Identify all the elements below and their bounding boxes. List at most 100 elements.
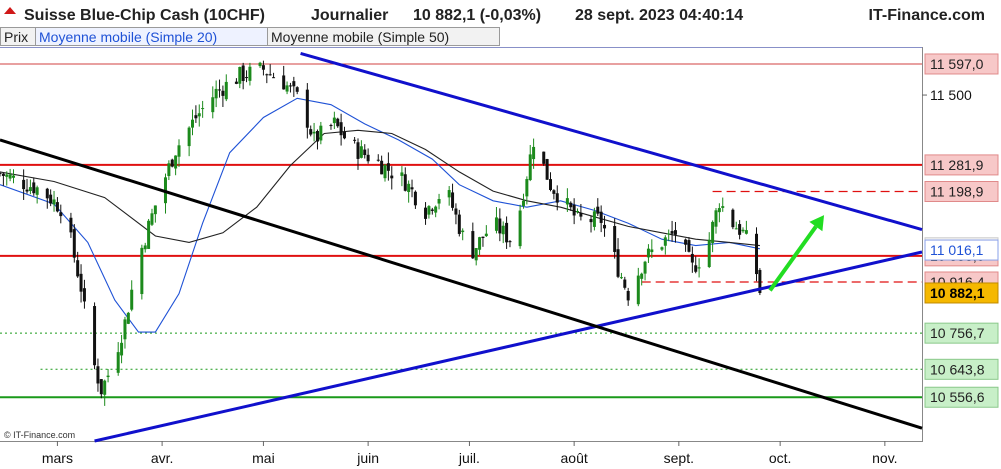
- candle-body: [363, 149, 367, 156]
- candle-body: [123, 319, 127, 340]
- candle-body: [663, 237, 667, 246]
- candle-body: [261, 65, 265, 70]
- candle-body: [667, 233, 671, 235]
- legend-sma50[interactable]: Moyenne mobile (Simple 50): [271, 29, 449, 45]
- candle-body: [721, 206, 725, 208]
- candle-body: [616, 249, 620, 277]
- candle-body: [234, 81, 238, 84]
- watermark: © IT-Finance.com: [4, 430, 75, 440]
- candle-body: [390, 175, 394, 179]
- candle-body: [613, 226, 617, 252]
- candle-body: [32, 182, 36, 194]
- header: Suisse Blue-Chip Cash (10CHF) Journalier…: [4, 7, 985, 24]
- candle-body: [116, 352, 120, 373]
- candle-body: [437, 199, 441, 204]
- price-tag-label: 10 882,1: [930, 285, 985, 301]
- candle-body: [579, 212, 583, 217]
- candle-body: [25, 189, 29, 192]
- candle-body: [258, 62, 262, 67]
- sma50-line: [0, 129, 760, 247]
- candle-body: [103, 380, 107, 395]
- instrument-title: Suisse Blue-Chip Cash (10CHF): [24, 7, 265, 24]
- candle-body: [285, 85, 289, 92]
- candle-body: [268, 74, 272, 76]
- price-tag-label: 11 597,0: [930, 56, 984, 72]
- candle-body: [640, 273, 644, 279]
- price-tag-label: 10 556,6: [930, 389, 985, 405]
- candle-body: [76, 260, 80, 277]
- candle-body: [481, 236, 485, 239]
- candle-body: [96, 366, 100, 384]
- candle-body: [140, 247, 144, 295]
- candle-body: [623, 279, 627, 288]
- candle-body: [356, 142, 360, 159]
- price-tag-box: [924, 180, 999, 202]
- candle-body: [498, 218, 502, 234]
- x-tick-label: août: [561, 450, 588, 466]
- legend-price[interactable]: Prix: [4, 29, 28, 45]
- candle-body: [687, 240, 691, 252]
- candle-body: [305, 89, 309, 128]
- candle-body: [339, 122, 343, 136]
- price-tag-box: [924, 282, 999, 304]
- candle-body: [211, 97, 215, 113]
- trendlines: [0, 51, 923, 443]
- candle-body: [59, 212, 63, 217]
- candle-body: [626, 290, 630, 301]
- y-tick-label: 11 500: [930, 87, 972, 103]
- candle-body: [126, 312, 130, 324]
- candle-body: [383, 164, 387, 179]
- candle-body: [542, 151, 546, 164]
- candle-body: [197, 113, 201, 117]
- candle-body: [1, 173, 5, 176]
- candle-body: [673, 230, 677, 235]
- candle-body: [424, 207, 428, 219]
- candle-body: [407, 183, 411, 193]
- candle-body: [603, 224, 607, 229]
- candle-body: [295, 87, 299, 92]
- candle-body: [342, 131, 346, 139]
- candle-body: [646, 248, 650, 258]
- candle-body: [93, 306, 97, 366]
- candle-body: [596, 206, 600, 214]
- candle-body: [484, 233, 488, 237]
- candle-body: [49, 194, 53, 204]
- candle-body: [430, 209, 434, 211]
- candle-body: [434, 206, 438, 213]
- legend-sma20[interactable]: Moyenne mobile (Simple 20): [39, 29, 217, 45]
- candle-body: [478, 237, 482, 250]
- candle-body: [731, 209, 735, 228]
- legend-sma50-box[interactable]: [267, 27, 500, 46]
- candle-body: [218, 89, 222, 91]
- candle-body: [359, 146, 363, 158]
- candle-body: [670, 231, 674, 234]
- moving-averages: [0, 97, 761, 333]
- price-tag-box: [924, 322, 999, 344]
- x-axis-ticks: mars avr. mai juin juil. août sept. oct. nov.: [42, 441, 898, 466]
- x-tick-label: mai: [252, 450, 275, 466]
- candle-body: [194, 115, 198, 119]
- long-downtrend-line: [0, 138, 923, 430]
- candle-body: [457, 214, 461, 234]
- candle-body: [241, 65, 245, 81]
- horizontal-levels: [0, 63, 922, 399]
- candle-body: [366, 154, 370, 162]
- candle-body: [636, 275, 640, 305]
- candle-body: [191, 119, 195, 128]
- arrow-head: [809, 215, 825, 232]
- candle-body: [532, 146, 536, 160]
- candle-body: [45, 188, 49, 199]
- candle-body: [130, 289, 134, 310]
- candle-body: [143, 245, 147, 250]
- candle-body: [22, 179, 26, 190]
- candle-body: [106, 375, 110, 378]
- down-triangle-icon: [4, 7, 16, 14]
- candle-body: [744, 230, 748, 234]
- price-tag-label: 11 281,9: [930, 157, 984, 173]
- quote-label: 10 882,1 (-0,03%): [413, 7, 541, 24]
- candle-body: [82, 288, 86, 302]
- candle-body: [319, 125, 323, 141]
- x-tick-label: avr.: [151, 450, 174, 466]
- candle-body: [734, 228, 738, 230]
